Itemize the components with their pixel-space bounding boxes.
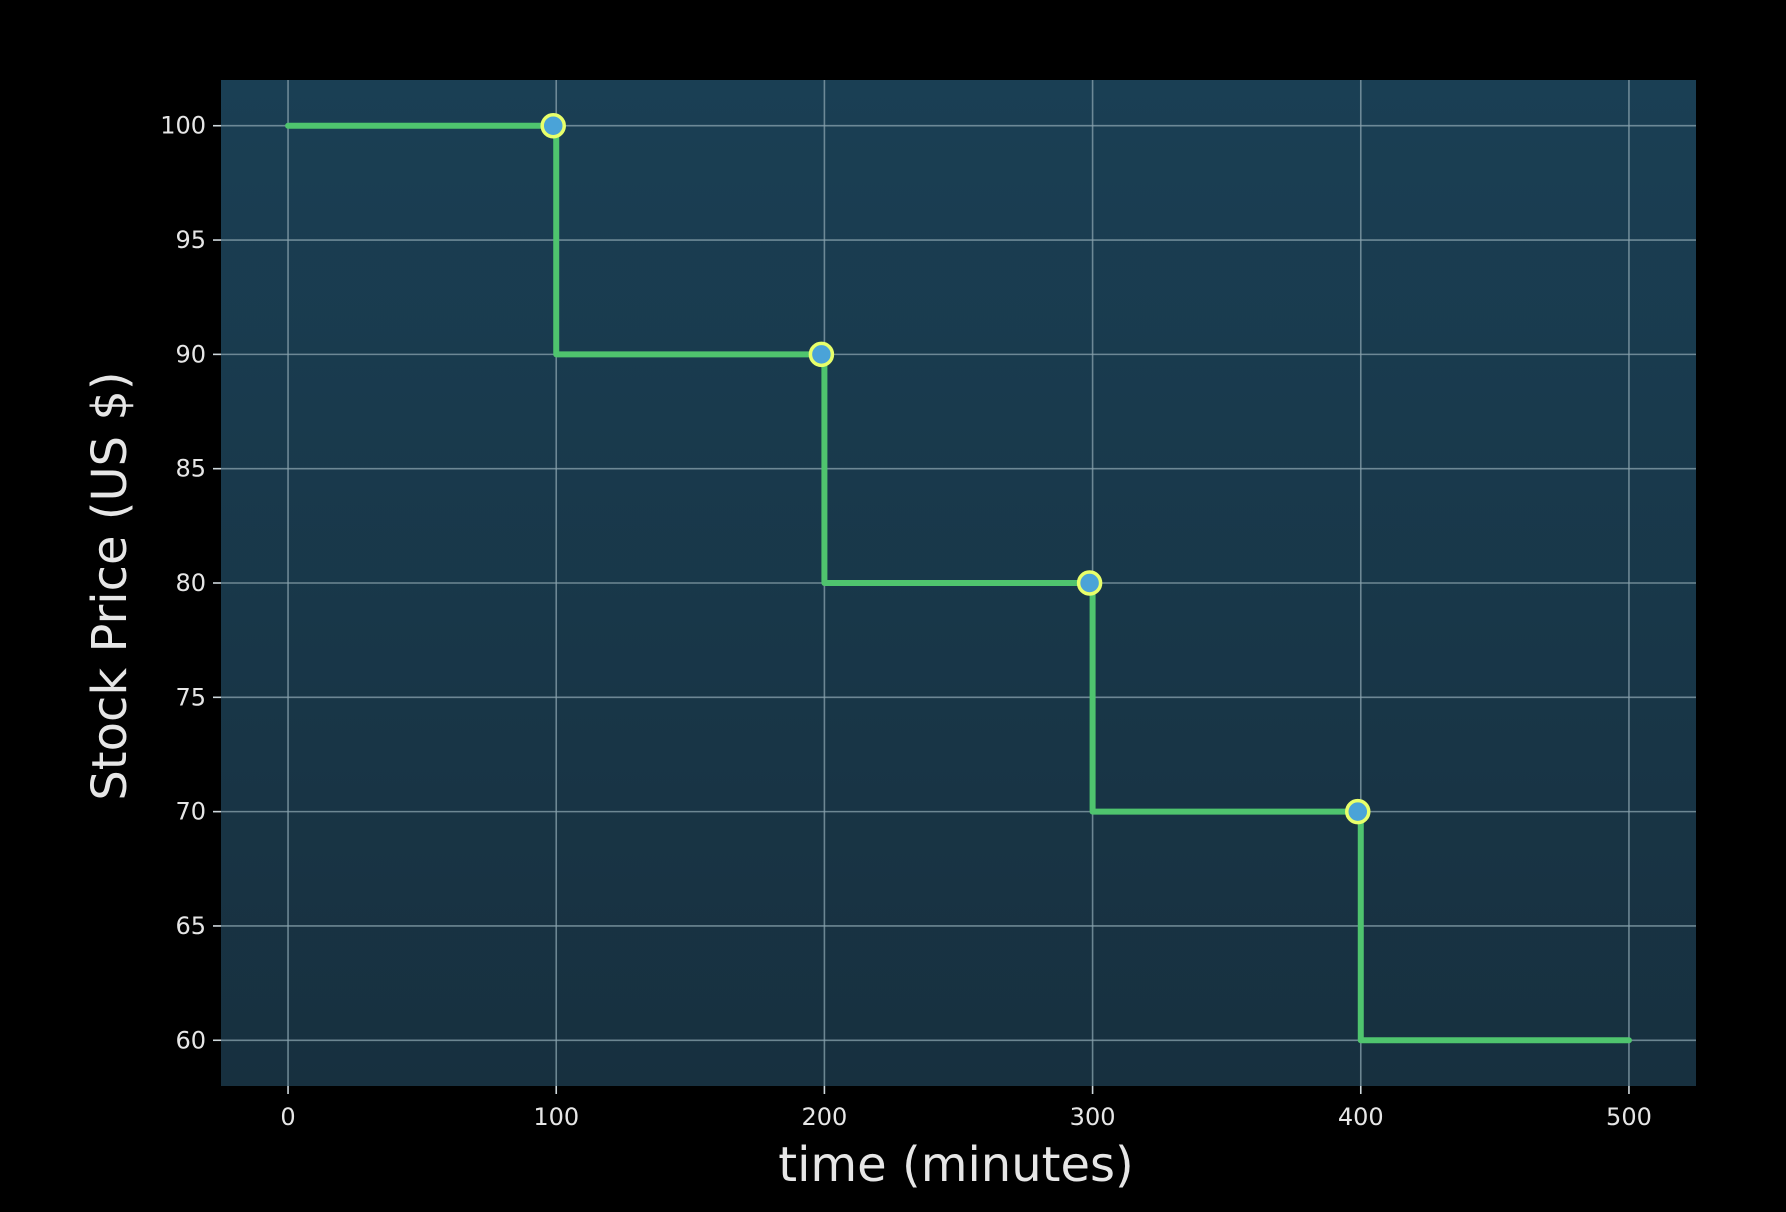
y-tick-label: 70	[175, 798, 206, 826]
x-tick-label: 300	[1070, 1103, 1116, 1131]
data-point-marker	[1345, 798, 1371, 825]
y-tick-label: 90	[175, 340, 206, 368]
series-line	[285, 122, 1632, 1044]
y-tick-label: 65	[175, 912, 206, 940]
x-axis-title: time (minutes)	[778, 1137, 1133, 1193]
y-tick-labels: 60 65 70 75 80 85 90 95 100	[160, 112, 221, 1054]
y-tick-label: 60	[175, 1026, 206, 1054]
y-axis-title: Stock Price (US $)	[82, 371, 138, 800]
x-tick-label: 400	[1338, 1103, 1384, 1131]
data-markers	[540, 112, 1371, 825]
x-tick-label: 500	[1606, 1103, 1652, 1131]
data-point-marker	[808, 341, 835, 368]
x-tick-label: 100	[533, 1103, 579, 1131]
y-tick-label: 75	[175, 683, 206, 711]
y-tick-label: 95	[175, 226, 206, 254]
x-tick-labels: 0 100 200 300 400 500	[280, 1086, 1652, 1131]
y-tick-label: 80	[175, 569, 206, 597]
data-point-marker	[1076, 570, 1103, 596]
x-tick-label: 0	[280, 1103, 295, 1131]
data-point-marker	[540, 112, 566, 139]
y-tick-label: 85	[175, 455, 206, 483]
x-tick-label: 200	[802, 1103, 848, 1131]
y-tick-label: 100	[160, 112, 206, 140]
series-lines	[285, 122, 1632, 1044]
